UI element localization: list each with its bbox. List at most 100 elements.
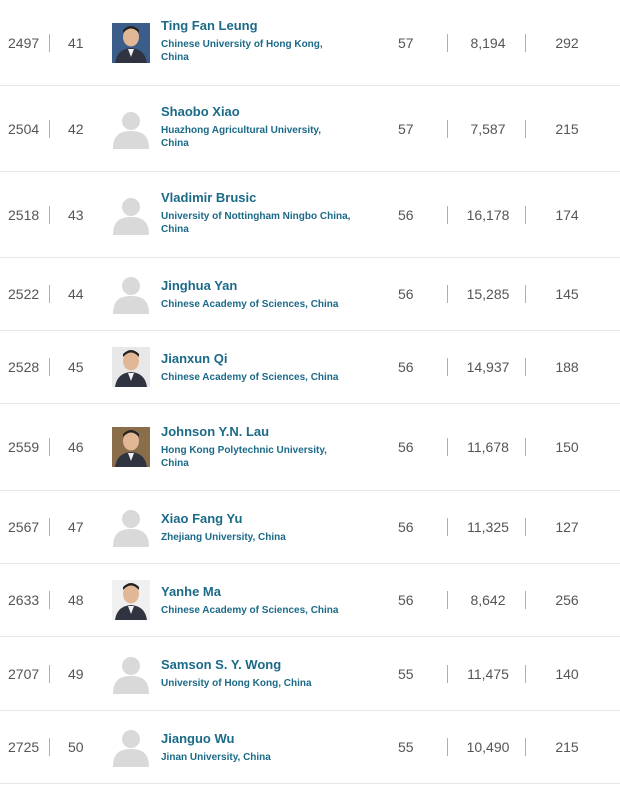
h-index: 57 — [398, 120, 414, 137]
column-divider — [525, 591, 526, 609]
profile-photo[interactable] — [112, 580, 150, 620]
scientist-info: Jinghua Yan Chinese Academy of Sciences, … — [161, 278, 351, 311]
scientist-name-link[interactable]: Jianxun Qi — [161, 351, 228, 366]
publications: 150 — [555, 439, 579, 455]
world-rank: 2522 — [8, 286, 40, 302]
h-index: 56 — [398, 592, 414, 608]
citations: 7,587 — [470, 120, 506, 137]
world-rank: 2725 — [8, 739, 40, 755]
column-divider — [525, 33, 526, 52]
table-row: 2707 49 Samson S. Y. Wong University of Hon… — [0, 637, 620, 711]
column-divider — [525, 518, 526, 536]
column-divider — [49, 591, 50, 609]
profile-photo[interactable] — [112, 22, 150, 63]
national-rank: 50 — [68, 739, 84, 755]
institution: Chinese Academy of Sciences, China — [161, 605, 339, 616]
column-divider — [525, 664, 526, 683]
institution: Huazhong Agricultural University, China — [161, 125, 322, 149]
scientist-info: Yanhe Ma Chinese Academy of Sciences, Chi… — [161, 584, 351, 617]
world-rank: 2567 — [8, 519, 40, 535]
column-divider — [49, 518, 50, 536]
scientist-name-link[interactable]: Samson S. Y. Wong — [161, 657, 282, 672]
table-row: 2522 44 Jinghua Yan Chinese Academy of Scie… — [0, 258, 620, 331]
citations: 11,678 — [467, 439, 509, 455]
national-rank: 46 — [68, 439, 84, 455]
scientist-info: Jianxun Qi Chinese Academy of Sciences, C… — [161, 351, 351, 384]
h-index: 55 — [398, 665, 414, 682]
scientist-name-link[interactable]: Ting Fan Leung — [161, 18, 258, 33]
scientist-name-link[interactable]: Xiao Fang Yu — [161, 511, 243, 526]
column-divider — [447, 591, 448, 609]
column-divider — [447, 33, 448, 52]
h-index: 55 — [398, 739, 414, 755]
scientist-name-link[interactable]: Johnson Y.N. Lau — [161, 424, 270, 439]
citations: 8,642 — [470, 592, 506, 608]
national-rank: 49 — [68, 665, 84, 682]
publications: 188 — [555, 359, 579, 375]
national-rank: 43 — [68, 206, 84, 223]
column-divider — [49, 285, 50, 303]
institution: Chinese University of Hong Kong, China — [161, 39, 323, 63]
national-rank: 45 — [68, 359, 84, 375]
scientist-info: Shaobo Xiao Huazhong Agricultural Univers… — [161, 104, 351, 150]
scientist-info: Johnson Y.N. Lau Hong Kong Polytechnic Un… — [161, 424, 351, 470]
table-row: 2528 45 Jianxun Qi Chinese Academy of Scien… — [0, 331, 620, 404]
national-rank: 47 — [68, 519, 84, 535]
scientist-name-link[interactable]: Jianguo Wu — [161, 731, 235, 746]
citations: 15,285 — [466, 286, 510, 302]
scientist-name-link[interactable]: Yanhe Ma — [161, 584, 221, 599]
scientist-name-link[interactable]: Shaobo Xiao — [161, 104, 240, 119]
h-index: 56 — [398, 519, 414, 535]
scientist-info: Samson S. Y. Wong University of Hong Kong… — [161, 657, 351, 690]
column-divider — [525, 358, 526, 376]
column-divider — [49, 205, 50, 224]
table-row: 2567 47 Xiao Fang Yu Zhejiang University, C… — [0, 491, 620, 564]
scientist-info: Vladimir Brusic University of Nottingham … — [161, 190, 351, 236]
avatar-placeholder-icon[interactable] — [112, 195, 150, 235]
world-rank: 2518 — [8, 206, 40, 223]
publications: 215 — [555, 739, 579, 755]
citations: 11,475 — [467, 665, 509, 682]
citations: 14,937 — [466, 359, 510, 375]
h-index: 56 — [398, 286, 414, 302]
publications: 256 — [555, 592, 579, 608]
institution: Zhejiang University, China — [161, 532, 286, 543]
column-divider — [447, 438, 448, 456]
profile-photo[interactable] — [112, 427, 150, 467]
profile-photo[interactable] — [112, 347, 150, 387]
citations: 8,194 — [470, 34, 506, 51]
scientist-name-link[interactable]: Jinghua Yan — [161, 278, 238, 293]
scientist-info: Xiao Fang Yu Zhejiang University, China — [161, 511, 351, 544]
world-rank: 2528 — [8, 359, 40, 375]
column-divider — [525, 438, 526, 456]
column-divider — [49, 33, 50, 52]
table-row: 2725 50 Jianguo Wu Jinan University, China 5… — [0, 711, 620, 784]
world-rank: 2504 — [8, 120, 40, 137]
column-divider — [447, 664, 448, 683]
column-divider — [447, 518, 448, 536]
column-divider — [447, 205, 448, 224]
avatar-placeholder-icon[interactable] — [112, 274, 150, 314]
institution: Chinese Academy of Sciences, China — [161, 372, 339, 383]
avatar-placeholder-icon[interactable] — [112, 109, 150, 149]
avatar-placeholder-icon[interactable] — [112, 654, 150, 694]
h-index: 56 — [398, 439, 414, 455]
scientist-info: Jianguo Wu Jinan University, China — [161, 731, 351, 764]
column-divider — [49, 119, 50, 138]
avatar-placeholder-icon[interactable] — [112, 727, 150, 767]
column-divider — [49, 738, 50, 756]
world-rank: 2707 — [8, 665, 40, 682]
avatar-placeholder-icon[interactable] — [112, 507, 150, 547]
table-row: 2518 43 Vladimir Brusic University of Notti… — [0, 172, 620, 258]
world-rank: 2559 — [8, 439, 40, 455]
world-rank: 2633 — [8, 592, 40, 608]
scientist-name-link[interactable]: Vladimir Brusic — [161, 190, 257, 205]
column-divider — [49, 358, 50, 376]
column-divider — [525, 285, 526, 303]
national-rank: 41 — [68, 34, 84, 51]
column-divider — [447, 285, 448, 303]
publications: 174 — [555, 206, 579, 223]
publications: 127 — [555, 519, 579, 535]
national-rank: 44 — [68, 286, 84, 302]
publications: 145 — [555, 286, 579, 302]
